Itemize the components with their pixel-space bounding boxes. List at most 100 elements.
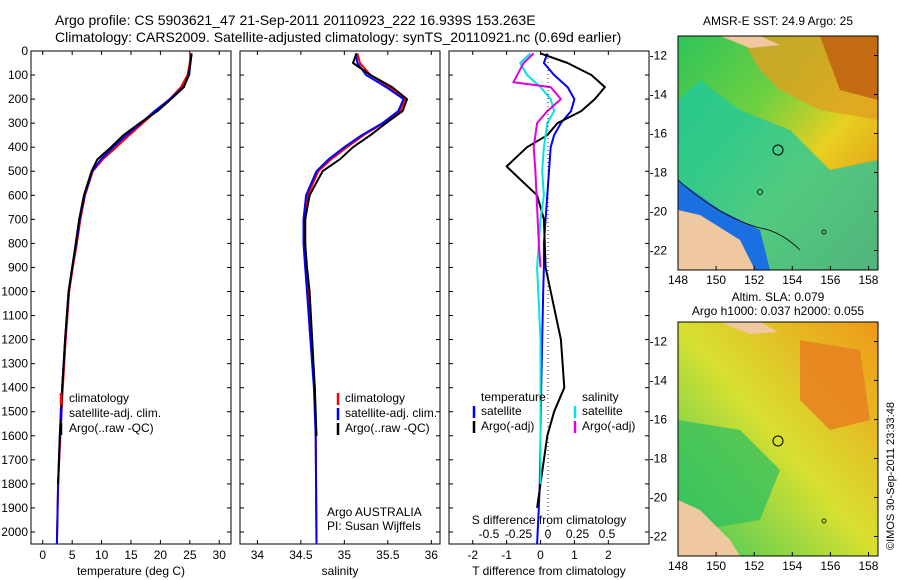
- map-xtick-label: 158: [858, 273, 878, 287]
- ytick-label: 1000: [1, 284, 28, 298]
- xtick2-label: 0.5: [599, 527, 616, 541]
- xtick-label: -1: [501, 548, 512, 562]
- series-line-argo: [57, 53, 193, 484]
- sla-map-subtitle: Argo h1000: 0.037 h2000: 0.055: [692, 304, 864, 318]
- legend-label-climatology: climatology: [69, 391, 129, 405]
- map-ytick-label: -14: [650, 88, 668, 102]
- ytick-label: 1800: [1, 477, 28, 491]
- sla-map-frame: [677, 321, 879, 557]
- temperature-panel: [30, 50, 232, 545]
- xtick-label: 30: [213, 548, 227, 562]
- series-line-climatology: [55, 53, 192, 545]
- series-line-t-argo: [505, 52, 606, 509]
- map-ytick-label: -16: [650, 413, 668, 427]
- legend-label-argo: Argo(..raw -QC): [345, 421, 430, 435]
- legend-label-satellite: satellite-adj. clim.: [345, 406, 437, 420]
- ytick-label: 100: [8, 68, 28, 82]
- argo-float-marker: [772, 144, 784, 156]
- ytick-label: 900: [8, 260, 28, 274]
- xtick-label: -2: [467, 548, 478, 562]
- land-australia: [678, 210, 755, 270]
- ytick-label: 200: [8, 92, 28, 106]
- sst-map-title: AMSR-E SST: 24.9 Argo: 25: [703, 14, 853, 28]
- ytick-label: 1700: [1, 453, 28, 467]
- map-xtick-label: 152: [744, 559, 764, 573]
- reef-outline: [757, 189, 763, 195]
- map-xtick-label: 152: [744, 273, 764, 287]
- xtick-label: 35: [338, 548, 352, 562]
- ytick-label: 1900: [1, 501, 28, 515]
- map-xtick-label: 150: [706, 273, 726, 287]
- xtick-label: 36: [425, 548, 439, 562]
- map-xtick-label: 158: [858, 559, 878, 573]
- ytick-label: 1100: [2, 309, 28, 323]
- legend-label-satellite: satellite-adj. clim.: [69, 406, 161, 420]
- header-line1: Argo profile: CS 5903621_47 21-Sep-2011 …: [55, 12, 536, 28]
- xtick2-label: -0.5: [479, 527, 500, 541]
- series-line-satellite: [55, 53, 193, 545]
- difference-legend: temperature satellite Argo(-adj) salinit…: [472, 390, 635, 433]
- ytick-label: 1500: [1, 405, 28, 419]
- legend-label-argo: Argo(..raw -QC): [69, 421, 154, 435]
- ytick-label: 1600: [1, 429, 28, 443]
- map-ytick-label: -22: [650, 244, 668, 258]
- series-line-climatology: [304, 53, 407, 545]
- xtick-label: 15: [124, 548, 138, 562]
- ytick-label: 2000: [1, 525, 28, 539]
- land-australia: [678, 500, 740, 556]
- sla-map-title: Altim. SLA: 0.079: [732, 290, 825, 304]
- sst-map: AMSR-E SST: 24.9 Argo: 25: [677, 14, 879, 271]
- xlabel: T difference from climatology: [472, 564, 626, 578]
- ytick-label: 1300: [1, 357, 28, 371]
- depth-contour: [678, 179, 801, 251]
- reef-outline: [821, 229, 827, 235]
- sla-low-patch: [678, 420, 780, 530]
- xtick-label: 35.5: [376, 548, 400, 562]
- sst-map-frame: [677, 35, 879, 271]
- xtick-label: 2: [605, 548, 612, 562]
- xlabel: salinity: [322, 564, 359, 578]
- map-axes: 148 150 152 154 156 158 -12 -14 -16 -18 -20 -22 148 1…: [650, 49, 879, 574]
- curves: [55, 52, 606, 545]
- xtick2-label: -0.25: [505, 527, 533, 541]
- map-ytick-label: -18: [650, 452, 668, 466]
- legend-label-s-satellite: satellite: [582, 404, 623, 418]
- legend-label-t-argo: Argo(-adj): [481, 419, 534, 433]
- legend-title-salinity: salinity: [582, 390, 619, 404]
- ytick-label: 300: [8, 116, 28, 130]
- legend-title-temperature: temperature: [481, 390, 546, 404]
- map-ytick-label: -12: [650, 335, 668, 349]
- map-xtick-label: 154: [782, 273, 802, 287]
- series-line-s-argo: [512, 52, 562, 268]
- legend-label-s-argo: Argo(-adj): [582, 419, 635, 433]
- sla-high-patch: [800, 340, 870, 430]
- map-xtick-label: 148: [668, 273, 688, 287]
- xtick-label: 10: [95, 548, 109, 562]
- xtick-label: 25: [183, 548, 197, 562]
- xtick2-label: 0.25: [566, 527, 590, 541]
- ytick-label: 800: [8, 236, 28, 250]
- ytick-label: 500: [8, 164, 28, 178]
- map-xtick-label: 156: [820, 559, 840, 573]
- header-line2: Climatology: CARS2009. Satellite-adjuste…: [55, 29, 621, 45]
- ytick-label: 700: [8, 212, 28, 226]
- argo-float-marker: [772, 435, 784, 447]
- map-ytick-label: -14: [650, 374, 668, 388]
- sla-map: Altim. SLA: 0.079 Argo h1000: 0.037 h200…: [677, 290, 879, 557]
- series-line-s-satellite: [519, 52, 556, 484]
- legend-label-climatology: climatology: [345, 391, 405, 405]
- map-xtick-label: 156: [820, 273, 840, 287]
- map-xtick-label: 150: [706, 559, 726, 573]
- map-ytick-label: -18: [650, 166, 668, 180]
- map-xtick-label: 148: [668, 559, 688, 573]
- map-ytick-label: -20: [650, 491, 668, 505]
- xtick-label: 34.5: [289, 548, 313, 562]
- map-xtick-label: 154: [782, 559, 802, 573]
- series-line-argo: [304, 53, 408, 436]
- xtick-label: 5: [69, 548, 76, 562]
- xlabel: temperature (deg C): [77, 564, 185, 578]
- legend-label-t-satellite: satellite: [481, 404, 522, 418]
- reef-outline: [821, 518, 827, 524]
- imos-stamp: ©IMOS 30-Sep-2011 23:33:48: [885, 402, 897, 550]
